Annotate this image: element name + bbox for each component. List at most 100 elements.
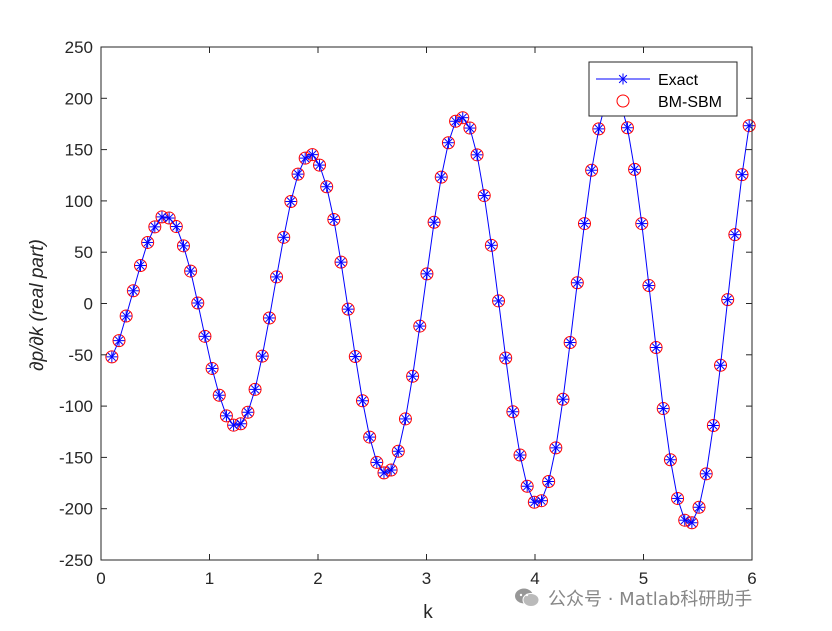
bm-sbm-point — [477, 189, 491, 203]
asterisk-stroke — [465, 123, 475, 133]
exact-point — [729, 229, 741, 241]
bm-sbm-point — [219, 409, 233, 423]
asterisk-stroke — [236, 419, 245, 428]
bm-sbm-point — [456, 111, 470, 125]
bm-sbm-point — [305, 148, 319, 162]
legend-marker-bm-sbm — [616, 94, 630, 108]
bm-sbm-point — [398, 412, 412, 426]
exact-point — [185, 265, 197, 277]
asterisk-stroke — [594, 124, 604, 134]
bm-sbm-point — [735, 168, 749, 182]
exact-point — [256, 350, 268, 362]
asterisk-stroke — [200, 332, 210, 341]
asterisk-stroke — [193, 298, 202, 308]
asterisk-stroke — [358, 396, 367, 405]
exact-point — [385, 464, 397, 476]
exact-point — [736, 169, 748, 181]
asterisk-stroke — [293, 169, 303, 179]
asterisk-stroke — [673, 494, 682, 503]
asterisk-stroke — [618, 74, 628, 84]
exact-point — [163, 212, 175, 224]
asterisk-stroke — [186, 266, 195, 276]
asterisk-stroke — [408, 372, 417, 381]
bm-sbm-point — [492, 294, 506, 308]
exact-point — [120, 310, 132, 322]
legend: Exact BM-SBM — [588, 61, 738, 117]
bm-sbm-point — [255, 349, 269, 363]
legend-asterisk — [617, 73, 629, 85]
exact-point — [557, 393, 569, 405]
bm-sbm-point — [348, 350, 362, 364]
exact-point — [292, 168, 304, 180]
exact-point — [493, 295, 505, 307]
asterisk-stroke — [716, 361, 725, 370]
exact-point — [450, 115, 462, 127]
exact-point — [543, 476, 555, 488]
x-tick-label: 6 — [747, 569, 756, 588]
exact-point — [278, 231, 290, 243]
asterisk-stroke — [107, 352, 117, 362]
exact-point — [321, 181, 333, 193]
exact-point — [679, 514, 691, 526]
asterisk-stroke — [422, 269, 432, 279]
exact-point — [485, 239, 497, 251]
bm-sbm-point — [341, 302, 355, 316]
y-tick-label: -200 — [59, 500, 93, 519]
bm-sbm-point — [671, 491, 685, 505]
bm-sbm-point — [198, 329, 212, 343]
exact-point — [550, 442, 562, 454]
bm-sbm-point — [513, 448, 527, 462]
exact-point — [271, 271, 283, 283]
bm-sbm-point — [699, 467, 713, 481]
asterisk-stroke — [494, 296, 503, 306]
asterisk-stroke — [480, 191, 489, 200]
asterisk-stroke — [279, 233, 288, 242]
exact-point — [528, 496, 540, 508]
bm-sbm-point — [298, 151, 312, 165]
asterisk-stroke — [136, 261, 145, 270]
asterisk-stroke — [487, 241, 496, 250]
exact-point — [571, 277, 583, 289]
bm-sbm-point — [262, 311, 276, 325]
asterisk-stroke — [587, 166, 596, 175]
exact-point — [514, 449, 526, 461]
asterisk-stroke — [336, 257, 346, 267]
bm-sbm-point — [105, 350, 119, 364]
asterisk-stroke — [565, 338, 575, 347]
exact-point — [471, 149, 483, 161]
exact-point — [507, 406, 519, 418]
bm-sbm-point — [449, 114, 463, 128]
ticks-layer: 0 1 2 3 4 5 6 -250 -200 -150 -100 -50 0 50 100 150 200 25… — [59, 38, 757, 588]
bm-sbm-point — [277, 230, 291, 244]
exact-point — [478, 190, 490, 202]
exact-point — [349, 351, 361, 363]
x-tick-label: 5 — [639, 569, 648, 588]
bm-sbm-point — [133, 259, 147, 273]
exact-point — [134, 260, 146, 272]
exact-point — [142, 236, 154, 248]
bm-sbm-point — [649, 341, 663, 355]
asterisk-stroke — [573, 278, 582, 287]
legend-label-bm-sbm: BM-SBM — [658, 94, 722, 111]
bm-sbm-point — [484, 238, 498, 252]
asterisk-stroke — [164, 213, 174, 223]
exact-point — [664, 454, 676, 466]
bm-sbm-point — [577, 217, 591, 231]
x-axis-label: k — [423, 602, 433, 623]
exact-point — [127, 285, 139, 297]
bm-sbm-point — [212, 388, 226, 402]
asterisk-stroke — [637, 219, 646, 228]
asterisk-stroke — [558, 395, 568, 404]
exact-point — [722, 294, 734, 306]
asterisk-stroke — [179, 241, 188, 251]
bm-sbm-point — [248, 382, 262, 396]
asterisk-stroke — [300, 153, 310, 163]
exact-point — [335, 256, 347, 268]
asterisk-stroke — [365, 432, 374, 442]
asterisk-stroke — [129, 286, 138, 295]
asterisk-stroke — [207, 364, 217, 373]
asterisk-stroke — [501, 353, 510, 363]
legend-marker-exact — [617, 73, 629, 85]
asterisk-stroke — [272, 272, 281, 282]
exact-point — [621, 122, 633, 134]
